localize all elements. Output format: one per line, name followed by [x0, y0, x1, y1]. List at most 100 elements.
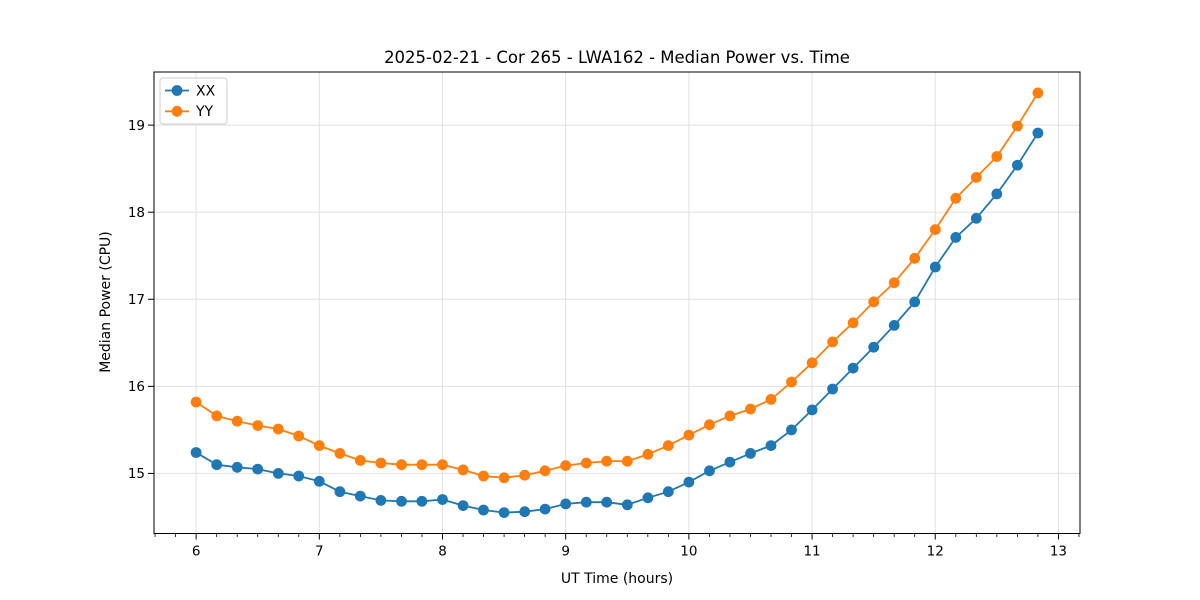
data-point [991, 151, 1003, 162]
data-point [478, 504, 489, 516]
data-point [909, 252, 921, 264]
data-point [190, 396, 202, 408]
data-point [888, 320, 900, 331]
data-point [293, 430, 305, 442]
data-point [437, 459, 448, 471]
data-point [786, 376, 797, 388]
data-point [642, 492, 654, 504]
y-tick-label: 16 [128, 379, 145, 395]
data-point [457, 464, 469, 476]
x-axis: 6 7 8 9 10 11 12 13 [154, 533, 1080, 560]
data-point [642, 448, 654, 460]
series-line [195, 92, 1039, 479]
y-axis-label: Median Power (CPU) [98, 231, 114, 373]
series-line [195, 132, 1039, 514]
data-point [704, 419, 715, 431]
data-point [375, 495, 387, 506]
data-point [950, 232, 962, 243]
data-point [539, 503, 551, 515]
x-tick-label: 11 [803, 544, 820, 560]
data-point [416, 459, 428, 471]
data-point [396, 495, 407, 507]
data-point [929, 261, 941, 273]
data-point [231, 461, 243, 473]
data-point [396, 459, 407, 471]
data-point [970, 172, 982, 183]
data-point [662, 440, 674, 451]
series-YY [190, 87, 1044, 484]
legend-sample-marker [171, 105, 183, 117]
data-point [354, 455, 366, 466]
data-point [847, 317, 859, 329]
x-axis-label: UT Time (hours) [561, 571, 673, 587]
data-point [211, 459, 223, 471]
data-point [1032, 127, 1044, 139]
data-point [704, 465, 715, 477]
data-point [1012, 159, 1023, 171]
data-point [437, 494, 448, 505]
data-point [478, 470, 489, 482]
data-point [272, 468, 284, 479]
data-point [293, 470, 305, 482]
y-tick-label: 17 [128, 292, 145, 308]
x-tick-label: 13 [1050, 544, 1067, 560]
data-point [806, 357, 818, 369]
y-tick-label: 18 [128, 205, 145, 221]
y-tick-label: 19 [128, 118, 145, 134]
data-point [683, 429, 695, 441]
data-point [313, 475, 325, 487]
legend: XX YY [159, 77, 228, 125]
data-point [683, 476, 695, 488]
y-axis: 15 16 17 18 19 [128, 118, 154, 482]
data-point [560, 460, 572, 471]
data-point [765, 394, 777, 405]
legend-label: XX [196, 83, 216, 99]
x-tick-label: 6 [192, 544, 201, 560]
y-tick-label: 15 [128, 466, 145, 482]
data-point [560, 498, 572, 510]
data-point [950, 192, 962, 204]
data-point [929, 224, 941, 236]
data-point [498, 472, 510, 484]
data-point [724, 456, 736, 468]
data-point [272, 423, 284, 435]
legend-label: YY [195, 104, 214, 120]
data-point [416, 495, 428, 507]
data-point [888, 277, 900, 289]
data-point [211, 410, 223, 422]
legend-box [159, 77, 228, 125]
plot-area: 6 7 8 9 10 11 12 13 15 16 17 18 19 XX YY [128, 71, 1081, 560]
x-tick-label: 7 [315, 544, 324, 560]
data-point [601, 455, 613, 467]
data-point [252, 463, 264, 475]
data-point [539, 465, 551, 477]
data-point [334, 486, 346, 498]
data-point [868, 296, 880, 308]
data-point [765, 440, 777, 451]
data-point [827, 383, 838, 395]
x-tick-label: 8 [438, 544, 447, 560]
data-point [375, 457, 387, 469]
data-point [313, 440, 325, 451]
data-point [190, 447, 202, 458]
plot-border [153, 71, 1081, 534]
data-point [806, 404, 818, 416]
data-point [1032, 87, 1044, 99]
data-point [519, 506, 531, 518]
data-point [252, 420, 264, 431]
data-point [580, 496, 592, 508]
data-point [334, 448, 346, 459]
data-point [991, 188, 1003, 200]
data-point [724, 410, 736, 422]
data-point [580, 457, 592, 469]
grid [154, 72, 1080, 534]
x-tick-label: 12 [927, 544, 944, 560]
data-point [601, 496, 613, 508]
data-point [745, 403, 756, 415]
data-point [786, 424, 797, 436]
data-point [498, 507, 510, 518]
series-XX [190, 127, 1044, 518]
legend-sample-marker [171, 85, 183, 96]
